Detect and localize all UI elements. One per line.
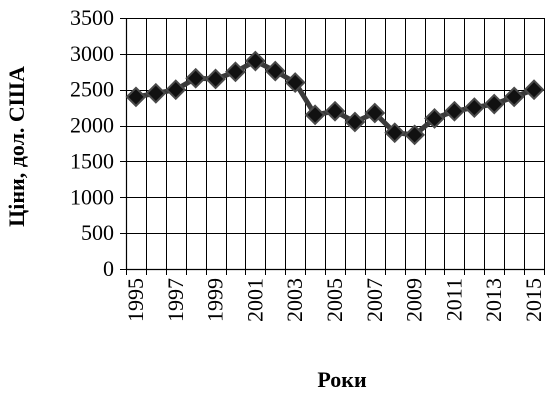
x-tick-label: 2005 <box>322 278 347 322</box>
data-point-marker <box>284 72 306 93</box>
data-point-marker <box>444 100 465 122</box>
x-tick-label: 2015 <box>521 278 546 322</box>
grid-layer <box>126 18 545 270</box>
data-point-marker <box>225 61 246 83</box>
y-tick-label: 0 <box>103 256 114 281</box>
y-tick-label: 2500 <box>70 77 114 102</box>
data-point-marker <box>264 60 286 82</box>
data-point-marker <box>483 93 505 115</box>
tick-label-layer: 0 500 1000 1500 2000 2500 3000 3500 1995 1997 1999… <box>70 5 546 322</box>
axis-layer <box>120 18 545 275</box>
data-point-marker <box>145 82 167 104</box>
y-axis-title: Ціни, дол. США <box>4 66 29 227</box>
data-point-marker <box>344 111 366 133</box>
data-point-marker <box>304 104 326 126</box>
y-tick-label: 3500 <box>70 5 114 30</box>
y-tick-label: 3000 <box>70 41 114 66</box>
y-tick-label: 1000 <box>70 184 114 209</box>
data-point-marker <box>205 68 226 90</box>
data-point-marker <box>463 97 485 119</box>
x-tick-label: 1995 <box>123 278 148 322</box>
x-tick-label: 2009 <box>402 278 427 322</box>
x-tick-label: 1999 <box>203 278 228 322</box>
x-axis-title: Роки <box>317 367 367 392</box>
data-point-marker <box>364 102 386 124</box>
x-tick-label: 2003 <box>282 278 307 322</box>
series-layer <box>125 50 545 146</box>
data-point-marker <box>523 79 545 101</box>
x-tick-label: 2007 <box>362 278 387 322</box>
data-point-marker <box>404 124 426 146</box>
data-point-marker <box>125 86 147 108</box>
data-point-marker <box>503 86 525 108</box>
data-point-marker <box>244 50 266 72</box>
data-point-marker <box>165 79 187 101</box>
data-point-marker <box>185 67 207 89</box>
data-point-marker <box>384 122 406 144</box>
y-tick-label: 500 <box>81 220 114 245</box>
x-tick-label: 2001 <box>242 278 267 322</box>
x-tick-label: 1997 <box>163 278 188 322</box>
y-tick-label: 2000 <box>70 113 114 138</box>
data-point-marker <box>424 107 445 129</box>
data-point-marker <box>324 100 346 122</box>
y-tick-label: 1500 <box>70 148 114 173</box>
x-tick-label: 2011 <box>441 278 466 321</box>
x-tick-label: 2013 <box>481 278 506 322</box>
